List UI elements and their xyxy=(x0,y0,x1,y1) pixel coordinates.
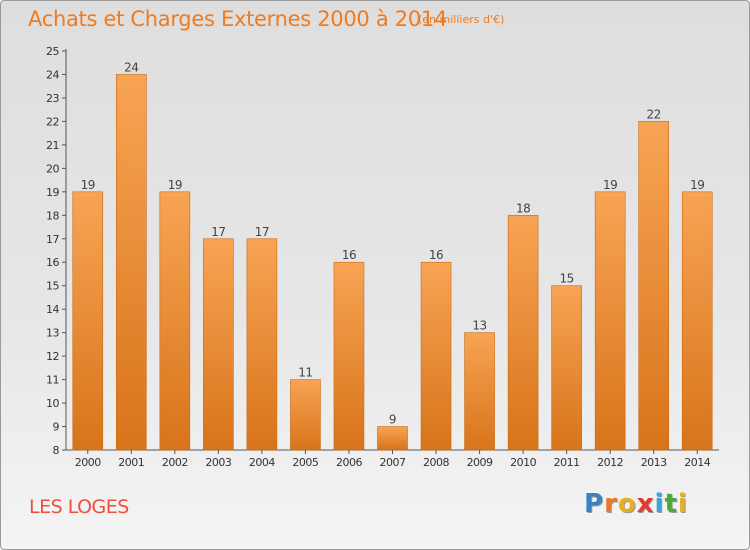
x-tick-label: 2006 xyxy=(336,456,362,469)
y-tick-label: 19 xyxy=(46,186,59,199)
y-tick-label: 11 xyxy=(46,374,59,387)
bar-2010[interactable] xyxy=(507,214,539,451)
bar-2013[interactable] xyxy=(638,121,670,451)
x-tick-label: 2010 xyxy=(510,456,536,469)
proxiti-logo[interactable]: Proxiti xyxy=(584,489,688,519)
bar-value-label: 16 xyxy=(429,248,443,262)
bar-value-label: 19 xyxy=(603,178,617,192)
x-tick-label: 2011 xyxy=(554,456,580,469)
bar-2005[interactable] xyxy=(290,379,321,451)
y-tick-label: 22 xyxy=(46,115,59,128)
bar-2004[interactable] xyxy=(246,238,278,451)
chart-title: Achats et Charges Externes 2000 à 2014 xyxy=(28,7,448,31)
y-tick-label: 18 xyxy=(46,209,59,222)
y-tick-label: 10 xyxy=(46,397,59,410)
y-tick-label: 13 xyxy=(46,327,59,340)
x-tick-label: 2002 xyxy=(162,456,188,469)
bar-value-label: 17 xyxy=(255,225,269,239)
logo-letter: t xyxy=(664,489,678,519)
x-tick-label: 2014 xyxy=(684,456,710,469)
bar-2008[interactable] xyxy=(420,261,452,451)
bar-2001[interactable] xyxy=(116,74,147,451)
y-tick-label: 12 xyxy=(46,350,59,363)
bar-value-label: 19 xyxy=(690,178,704,192)
bar-value-label: 17 xyxy=(211,225,225,239)
bar-2002[interactable] xyxy=(159,191,191,451)
bar-2014[interactable] xyxy=(681,191,713,451)
logo-letter: P xyxy=(584,489,605,519)
bar-2012[interactable] xyxy=(594,191,626,451)
x-tick-label: 2004 xyxy=(249,456,275,469)
y-tick-label: 25 xyxy=(46,45,59,58)
x-tick-label: 2013 xyxy=(641,456,667,469)
bar-2003[interactable] xyxy=(203,238,234,451)
y-tick-label: 17 xyxy=(46,233,59,246)
x-tick-label: 2000 xyxy=(75,456,101,469)
logo-letter: o xyxy=(617,489,637,519)
x-tick-label: 2007 xyxy=(380,456,406,469)
bar-2000[interactable] xyxy=(72,191,104,451)
bar-value-label: 18 xyxy=(516,201,530,215)
logo-letter: x xyxy=(636,489,655,519)
bar-value-label: 19 xyxy=(168,178,182,192)
x-tick-label: 2003 xyxy=(205,456,231,469)
bar-value-label: 15 xyxy=(559,272,573,286)
logo-letter: i xyxy=(654,489,665,519)
x-tick-label: 2001 xyxy=(118,456,144,469)
y-tick-label: 20 xyxy=(46,162,59,175)
bar-value-label: 11 xyxy=(298,366,312,380)
bar-2011[interactable] xyxy=(551,285,582,451)
bar-value-label: 16 xyxy=(342,248,356,262)
chart-subtitle: (en milliers d'€) xyxy=(418,13,505,26)
x-tick-label: 2005 xyxy=(292,456,318,469)
y-tick-label: 24 xyxy=(46,68,59,81)
commune-name: LES LOGES xyxy=(29,496,129,518)
bar-value-label: 9 xyxy=(389,413,396,427)
y-tick-label: 23 xyxy=(46,92,59,105)
x-tick-label: 2012 xyxy=(597,456,623,469)
y-tick-label: 21 xyxy=(46,139,59,152)
x-tick-label: 2009 xyxy=(467,456,493,469)
y-tick-label: 9 xyxy=(53,421,60,434)
bar-2009[interactable] xyxy=(464,332,495,451)
logo-letter: i xyxy=(677,489,688,519)
bar-value-label: 19 xyxy=(81,178,95,192)
x-tick-label: 2008 xyxy=(423,456,449,469)
bar-value-label: 13 xyxy=(472,319,486,333)
bar-2006[interactable] xyxy=(333,261,365,451)
y-tick-label: 8 xyxy=(53,444,60,457)
bar-value-label: 24 xyxy=(124,60,138,74)
y-tick-label: 14 xyxy=(46,303,59,316)
logo-letter: r xyxy=(604,489,618,519)
y-tick-label: 15 xyxy=(46,280,59,293)
y-tick-label: 16 xyxy=(46,256,59,269)
bar-value-label: 22 xyxy=(647,107,661,121)
bar-2007[interactable] xyxy=(377,426,408,451)
